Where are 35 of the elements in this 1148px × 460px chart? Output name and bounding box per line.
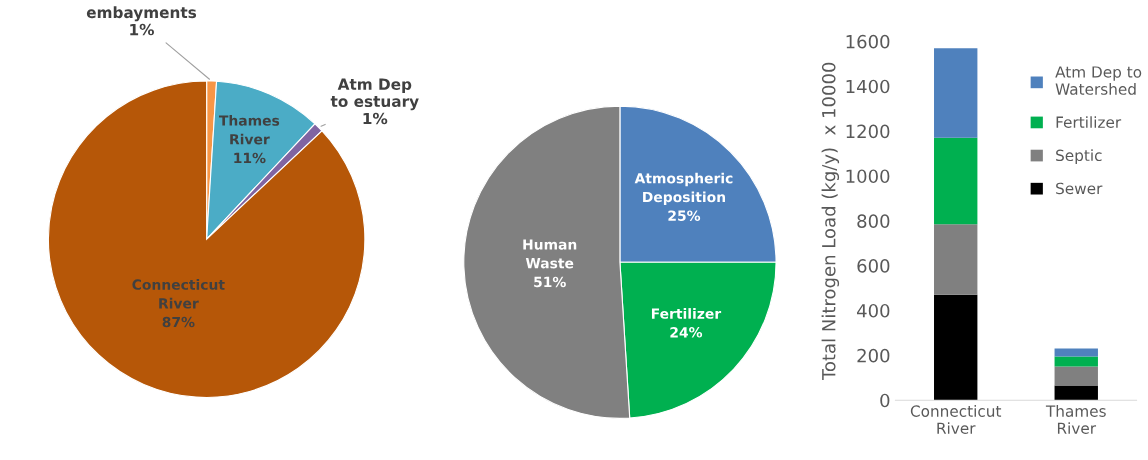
legend-label: Septic <box>1056 149 1102 165</box>
bar <box>934 224 978 295</box>
slice-label: Human Waste <box>523 239 577 269</box>
data-label: 51% <box>534 276 566 288</box>
bar <box>1054 366 1098 386</box>
y-tick-label: 1200 <box>846 124 890 139</box>
y-tick-label: 200 <box>857 348 890 363</box>
slice-label: Fertilizer <box>651 308 722 319</box>
legend-label: Sewer <box>1056 182 1103 195</box>
y-axis-title: Total Nitrogen Load (kg/y) x 10000 <box>821 62 840 381</box>
y-tick-label: 1600 <box>846 34 890 49</box>
data-label: 24% <box>670 327 703 338</box>
y-tick-label: 1400 <box>846 79 890 94</box>
legend-label: Atm Dep to Watershed <box>1055 66 1142 95</box>
bar <box>1054 385 1098 401</box>
slice-label: Atm Dep to estuary <box>330 78 419 111</box>
bar <box>1054 356 1098 367</box>
y-tick-label: 0 <box>880 393 890 408</box>
bar <box>934 48 978 138</box>
y-tick-label: 600 <box>857 259 890 273</box>
slice-label: Atmospheric Deposition <box>634 172 733 205</box>
y-tick-label: 400 <box>857 303 890 318</box>
bar <box>934 137 978 225</box>
bar <box>934 294 978 401</box>
y-tick-label: 1000 <box>846 169 890 184</box>
legend-label: Fertilizer <box>1056 116 1122 128</box>
data-label: 25% <box>668 210 701 221</box>
y-tick-label: 800 <box>857 214 890 228</box>
data-label: 11% <box>234 152 266 164</box>
slice-label: embayments <box>86 6 197 22</box>
slice-label: Connecticut River <box>132 279 225 309</box>
slice-label: Thames River <box>218 115 280 145</box>
data-label: 1% <box>363 112 388 125</box>
data-label: 87% <box>162 316 195 328</box>
data-label: 1% <box>130 23 154 36</box>
